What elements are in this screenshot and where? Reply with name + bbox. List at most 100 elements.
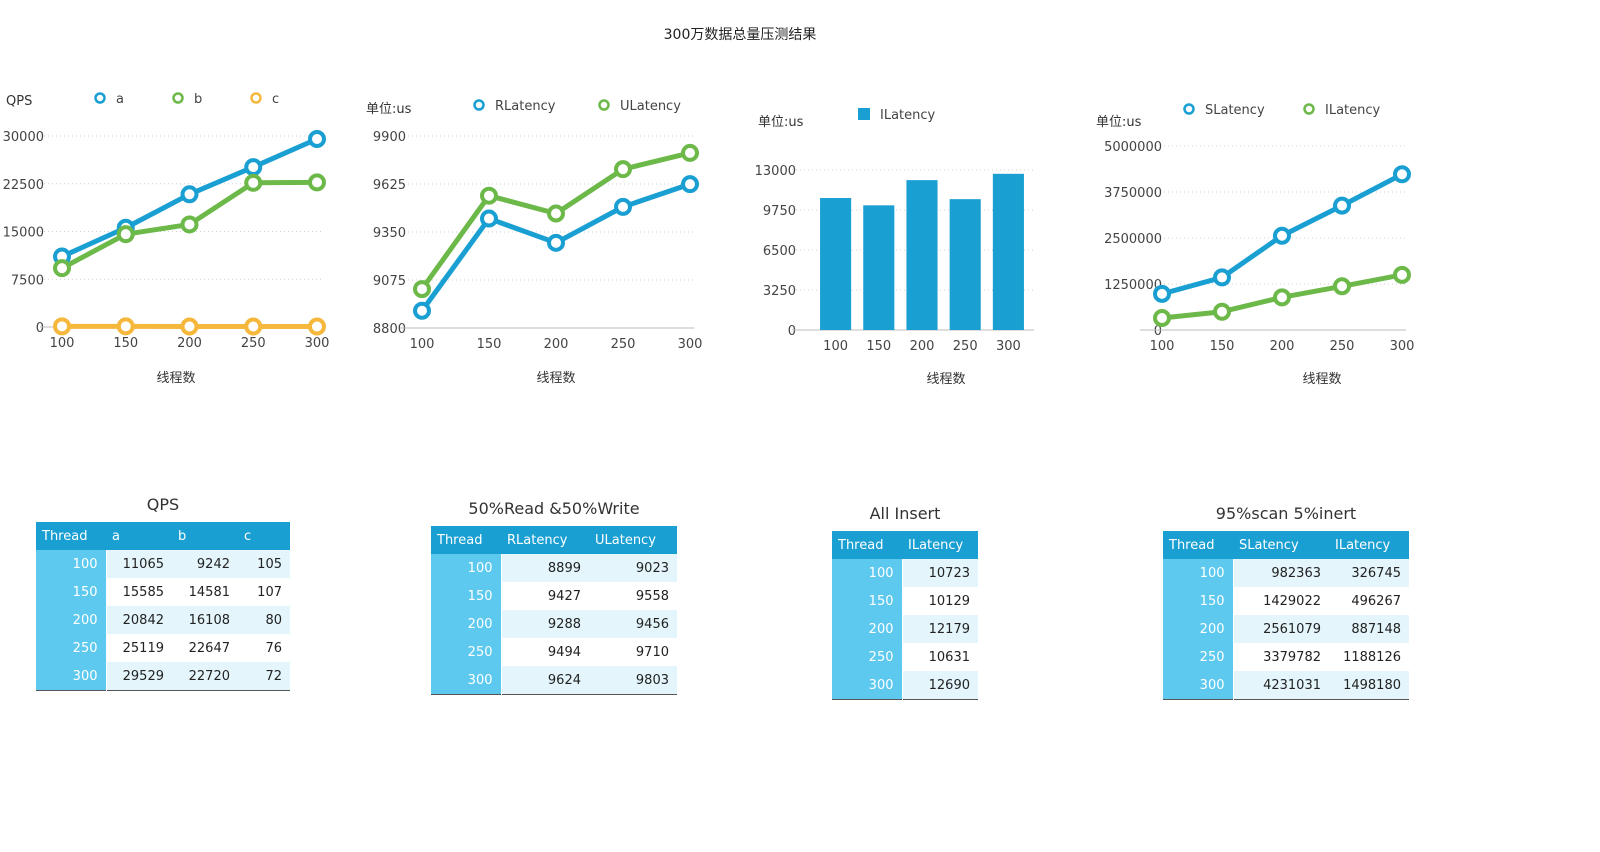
x-tick-label: 150 [866, 339, 891, 354]
y-tick-label: 15000 [3, 226, 44, 241]
x-tick-label: 100 [823, 339, 848, 354]
point-c-250 [244, 317, 263, 336]
point-b-300 [308, 173, 326, 192]
point-b-100 [53, 259, 71, 278]
table-cell: 8899 [501, 554, 589, 582]
row-key-cell: 100 [832, 559, 903, 587]
table-cell: 9288 [501, 610, 589, 638]
read-write-table-block: 50%Read &50%Write Thread RLatency ULatency 1… [431, 499, 677, 695]
y-tick-label: 1250000 [1104, 278, 1162, 293]
table-row: 100 8899 9023 [431, 554, 677, 582]
y-axis-label: 单位:us [1096, 115, 1142, 130]
x-tick-label: 200 [544, 337, 569, 352]
x-axis-title: 线程数 [926, 372, 965, 387]
y-tick-label: 3250 [763, 284, 796, 299]
table-cell: 25119 [122, 640, 164, 656]
x-tick-label: 150 [1210, 339, 1235, 354]
column-header: Thread [431, 526, 501, 554]
table-cell: 16108 [172, 606, 238, 634]
row-key-cell: 250 [36, 634, 107, 662]
point-ILatency-250 [1333, 277, 1351, 296]
point-ULatency-100 [413, 280, 431, 299]
point-b-150 [116, 225, 135, 244]
bar-300 [992, 173, 1024, 330]
column-header: a [106, 522, 172, 550]
x-tick-label: 300 [996, 339, 1021, 354]
table-row: 200 20842 16108 80 [36, 606, 290, 634]
row-key-cell: 150 [1163, 587, 1234, 615]
x-axis-title: 线程数 [1302, 372, 1341, 387]
row-key-cell: 100 [431, 554, 502, 582]
point-ILatency-300 [1393, 265, 1411, 284]
x-axis-title: 线程数 [536, 371, 575, 386]
legend-swatch-ILatency [858, 108, 870, 120]
table-row: 250 25119 22647 76 [36, 634, 290, 662]
legend-label-b: b [194, 92, 202, 107]
table-cell: 10129 [928, 593, 970, 609]
point-SLatency-250 [1333, 196, 1351, 215]
row-key-cell: 200 [832, 615, 903, 643]
table-cell: 4231031 [1233, 671, 1329, 700]
table-title: 50%Read &50%Write [468, 499, 640, 518]
y-tick-label: 9075 [373, 274, 406, 289]
table-cell: 3379782 [1263, 649, 1321, 665]
row-key-cell: 250 [1163, 643, 1234, 671]
point-ILatency-100 [1153, 308, 1171, 327]
legend-marker-RLatency [473, 99, 485, 111]
legend-label-ILatency: ILatency [880, 108, 936, 123]
legend-label-a: a [116, 92, 124, 107]
table-title: 95%scan 5%inert [1215, 504, 1357, 523]
table-cell: 2561079 [1233, 615, 1329, 643]
table-row: 150 1429022 496267 [1163, 587, 1409, 615]
y-tick-label: 3750000 [1104, 186, 1162, 201]
legend-marker-SLatency [1183, 103, 1195, 115]
data-table: Thread RLatency ULatency 100 8899 9023 150 9427… [431, 526, 677, 695]
bar-200 [906, 180, 938, 330]
x-tick-label: 200 [177, 336, 202, 351]
column-header: RLatency [501, 526, 589, 554]
column-header: ILatency [1329, 531, 1409, 559]
row-key-cell: 100 [1163, 559, 1234, 587]
table-cell: 982363 [1233, 559, 1329, 587]
column-header: b [172, 522, 238, 550]
row-key-cell: 200 [36, 606, 107, 634]
page-title: 300万数据总量压测结果 [663, 27, 817, 43]
table-row: 300 4231031 1498180 [1163, 671, 1409, 700]
row-key-cell: 300 [431, 666, 502, 695]
table-cell: 76 [265, 640, 282, 656]
table-row: 300 12690 [832, 671, 978, 700]
table-row: 250 10631 [832, 643, 978, 671]
table-cell: 80 [238, 606, 290, 634]
scan-insert-latency-line-chart: 单位:us SLatency ILatency 0 1250000 2500000 3750… [1096, 103, 1414, 387]
table-cell: 10631 [928, 649, 970, 665]
row-key-cell: 300 [36, 662, 107, 691]
point-RLatency-200 [547, 233, 565, 252]
y-tick-label: 9625 [373, 178, 406, 193]
table-row: 250 3379782 1188126 [1163, 643, 1409, 671]
read-write-latency-line-chart: 单位:us RLatency ULatency 8800 9075 9350 9625 990… [366, 99, 702, 386]
point-a-250 [244, 158, 263, 177]
row-key-cell: 200 [1163, 615, 1234, 643]
table-row: 100 982363 326745 [1163, 559, 1409, 587]
point-ULatency-300 [681, 143, 699, 162]
y-tick-label: 8800 [373, 322, 406, 337]
table-cell: 887148 [1329, 615, 1409, 643]
point-c-300 [308, 317, 326, 336]
table-cell: 326745 [1329, 559, 1409, 587]
table-cell: 12690 [902, 671, 978, 700]
point-ILatency-200 [1273, 288, 1291, 307]
y-axis-label: QPS [6, 94, 32, 109]
legend-marker-c [250, 92, 262, 104]
table-row: 150 15585 14581 107 [36, 578, 290, 606]
column-header: SLatency [1233, 531, 1329, 559]
data-table: Thread ILatency 100 10723 150 10129 200 12179 25… [832, 531, 978, 700]
x-tick-label: 150 [113, 336, 138, 351]
x-tick-label: 100 [1150, 339, 1175, 354]
data-table: Thread a b c 100 11065 9242 105 150 15585 14581 107… [36, 522, 290, 691]
x-tick-label: 200 [1270, 339, 1295, 354]
x-tick-label: 200 [910, 339, 935, 354]
table-cell: 9242 [172, 550, 238, 578]
table-row: 300 9624 9803 [431, 666, 677, 695]
table-cell: 9456 [589, 610, 677, 638]
table-cell: 9023 [589, 554, 677, 582]
